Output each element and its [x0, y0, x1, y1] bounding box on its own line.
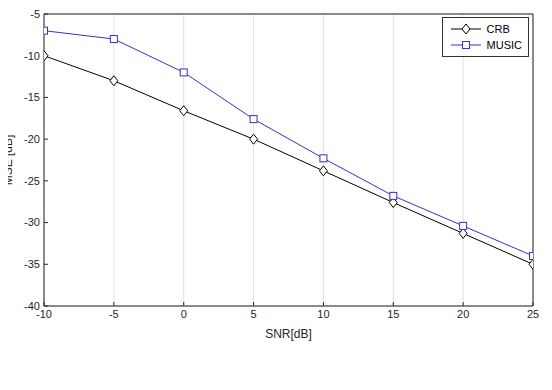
svg-text:25: 25 — [527, 308, 539, 320]
svg-text:15: 15 — [387, 308, 399, 320]
html-text:CRB: CRB — [486, 23, 510, 35]
svg-text:-25: -25 — [24, 175, 40, 187]
svg-text:-5: -5 — [30, 8, 40, 20]
svg-text:MSE [dB]: MSE [dB] — [8, 135, 15, 186]
svg-text:-35: -35 — [24, 258, 40, 270]
svg-text:0: 0 — [181, 308, 187, 320]
svg-text:-10: -10 — [36, 307, 52, 320]
svg-text:10: 10 — [317, 308, 329, 320]
svg-text:-5: -5 — [109, 308, 119, 320]
svg-text:-20: -20 — [24, 133, 40, 145]
svg-text:20: 20 — [457, 308, 469, 320]
svg-text:-15: -15 — [24, 91, 40, 103]
svg-text:-30: -30 — [24, 216, 40, 228]
svg-text:-10: -10 — [24, 50, 40, 62]
svg-text:-40: -40 — [24, 300, 40, 312]
svg-text:SNR[dB]: SNR[dB] — [265, 327, 312, 341]
html-text:MUSIC: MUSIC — [486, 39, 522, 51]
svg-text:5: 5 — [251, 308, 257, 320]
